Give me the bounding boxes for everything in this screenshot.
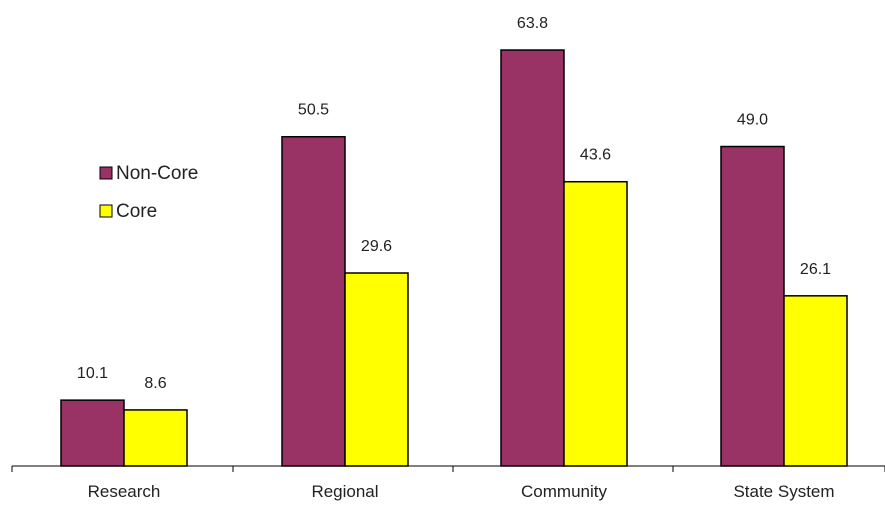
value-labels-group: 10.1 8.6 50.5 29.6 63.8 43.6 49.0 26.1 [77,15,831,392]
x-axis-ticks: Research Regional Community State System [11,466,885,501]
x-tick-label: Community [521,482,607,501]
data-label: 26.1 [800,261,831,278]
data-label: 63.8 [517,15,548,32]
data-label: 43.6 [580,147,611,164]
legend-label: Non-Core [116,163,198,184]
x-tick-label: Regional [311,482,378,501]
data-label: 49.0 [737,112,768,129]
bar-non-core-research [60,399,125,467]
x-tick-label: Research [88,482,161,501]
bar-non-core-regional [281,135,346,467]
data-label: 50.5 [298,102,329,119]
legend-swatch [99,166,113,180]
legend-label: Core [116,201,157,222]
bar-non-core-community [500,49,565,467]
bar-core-community [563,180,628,467]
bar-core-state-system [783,295,848,467]
legend-swatch [99,204,113,218]
bars-group [60,49,848,467]
bar-core-research [123,409,188,467]
data-label: 29.6 [361,238,392,255]
data-label: 8.6 [144,375,166,392]
bar-non-core-state-system [720,145,785,467]
data-label: 10.1 [77,365,108,382]
x-tick-label: State System [733,482,834,501]
bar-core-regional [344,272,409,467]
legend: Non-Core Core [99,163,198,222]
